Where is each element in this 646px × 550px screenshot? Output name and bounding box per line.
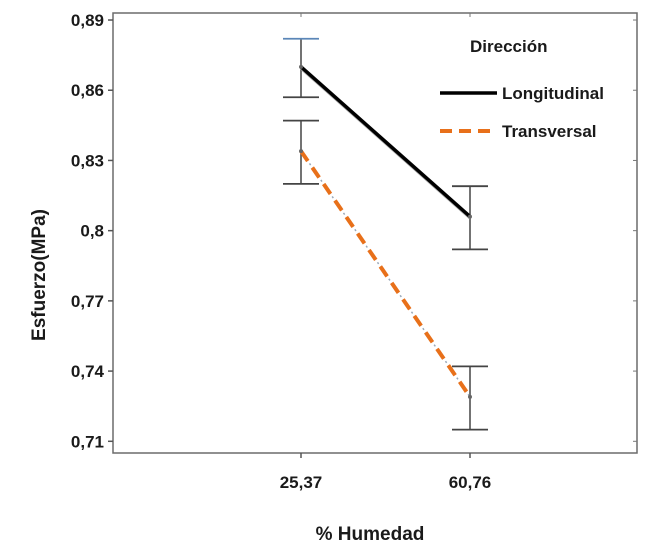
y-tick-label: 0,74	[71, 362, 105, 381]
series-longitudinal	[283, 37, 488, 251]
x-axis-title: % Humedad	[316, 524, 425, 545]
x-axis: 25,37 60,76	[280, 13, 492, 492]
data-point	[299, 149, 303, 154]
series-layer	[283, 37, 488, 431]
y-tick-label: 0,89	[71, 11, 104, 30]
y-tick-label: 0,77	[71, 292, 104, 311]
legend-label: Transversal	[502, 122, 597, 141]
legend-label: Longitudinal	[502, 84, 604, 103]
legend-title: Dirección	[470, 37, 547, 56]
plot-frame	[112, 12, 638, 454]
y-tick-label: 0,86	[71, 81, 104, 100]
y-tick-label: 0,8	[80, 222, 104, 241]
series-transversal	[283, 119, 488, 431]
data-point	[468, 394, 472, 399]
data-point	[468, 214, 472, 219]
y-axis-title: Esfuerzo(MPa)	[29, 209, 50, 341]
series-line	[299, 65, 472, 218]
x-tick-label: 60,76	[449, 473, 492, 492]
series-line	[299, 149, 472, 398]
data-point	[299, 64, 303, 69]
x-tick-label: 25,37	[280, 473, 323, 492]
legend: Dirección Longitudinal Transversal	[440, 37, 604, 141]
y-axis: 0,71 0,74 0,77 0,8 0,83 0,86 0,89	[71, 11, 637, 451]
y-tick-label: 0,83	[71, 151, 104, 170]
y-tick-label: 0,71	[71, 432, 104, 451]
